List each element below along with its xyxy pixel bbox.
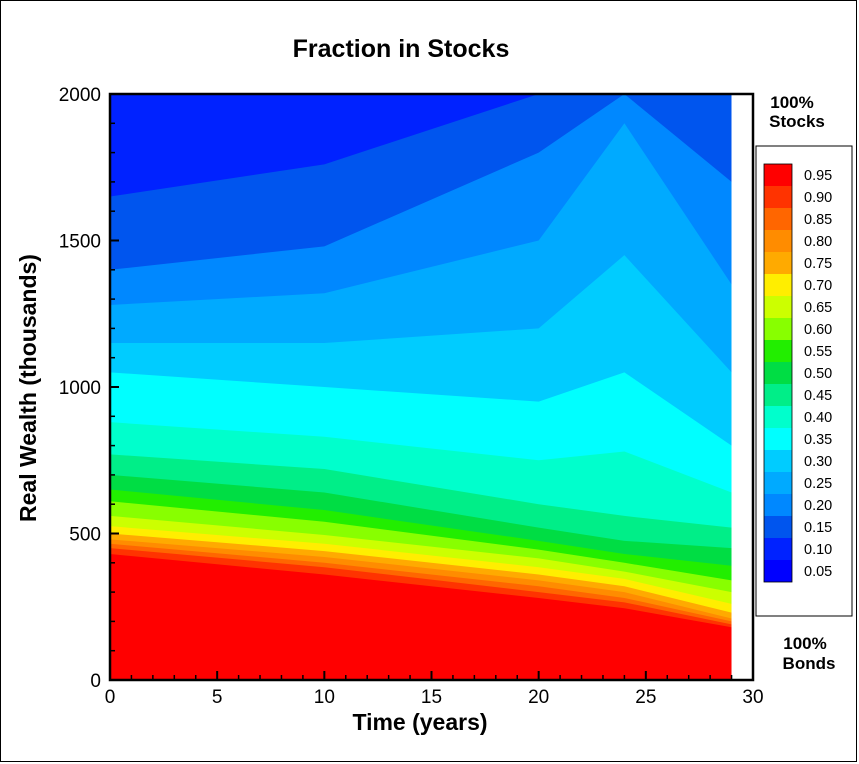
legend-swatch (764, 516, 792, 538)
y-tick-label: 500 (69, 525, 101, 546)
legend-label: 0.25 (804, 476, 832, 492)
legend-label: 0.20 (804, 498, 832, 514)
y-tick-label: 1000 (59, 378, 101, 399)
contour-band-0.95 (110, 554, 732, 680)
legend-swatch (764, 252, 792, 274)
legend-swatch (764, 296, 792, 318)
top-note-line2: Stocks (769, 112, 825, 131)
x-tick-label: 15 (421, 687, 442, 708)
y-tick-label: 0 (90, 671, 101, 692)
legend-swatch (764, 164, 792, 186)
legend-swatch (764, 186, 792, 208)
legend-label: 0.55 (804, 344, 832, 360)
y-tick-label: 2000 (59, 85, 101, 106)
legend-label: 0.50 (804, 366, 832, 382)
axes: 0 5 10 15 20 25 30 0 500 1000 1500 2000 (59, 85, 764, 708)
x-tick-label: 10 (314, 687, 335, 708)
legend-swatch (764, 340, 792, 362)
plot-area (110, 94, 732, 680)
y-tick-label: 1500 (59, 232, 101, 253)
legend-label: 0.80 (804, 234, 832, 250)
legend-label: 0.85 (804, 212, 832, 228)
legend-swatch (764, 406, 792, 428)
legend-label: 0.05 (804, 564, 832, 580)
legend-swatch (764, 472, 792, 494)
legend-swatch (764, 208, 792, 230)
x-axis-label: Time (years) (352, 709, 487, 735)
legend-swatch (764, 318, 792, 340)
legend-label: 0.30 (804, 454, 832, 470)
legend-swatch (764, 560, 792, 582)
legend-label: 0.65 (804, 300, 832, 316)
legend-label: 0.75 (804, 256, 832, 272)
legend-label: 0.10 (804, 542, 832, 558)
legend-swatch (764, 450, 792, 472)
legend-label: 0.60 (804, 322, 832, 338)
legend-swatch (764, 538, 792, 560)
x-tick-label: 30 (742, 687, 763, 708)
color-legend: 0.95 0.90 0.85 0.80 0.75 0.70 0.65 0.60 0.55 0.50… (755, 145, 853, 617)
legend-label: 0.95 (804, 168, 832, 184)
x-tick-label: 20 (528, 687, 549, 708)
plot-unfilled-region (731, 94, 753, 680)
legend-label: 0.15 (804, 520, 832, 536)
legend-swatch-border (763, 163, 793, 583)
legend-swatch (764, 362, 792, 384)
legend-label: 0.90 (804, 190, 832, 206)
legend-swatch (764, 230, 792, 252)
legend-swatch (764, 384, 792, 406)
y-axis-label: Real Wealth (thousands) (15, 254, 41, 522)
top-note-line1: 100% (770, 93, 813, 112)
legend-label: 0.40 (804, 410, 832, 426)
x-tick-label: 5 (212, 687, 223, 708)
chart-title: Fraction in Stocks (293, 35, 510, 63)
legend-swatch (764, 494, 792, 516)
bottom-note-line2: Bonds (783, 654, 836, 673)
legend-label: 0.70 (804, 278, 832, 294)
x-tick-label: 25 (635, 687, 656, 708)
legend-swatch (764, 274, 792, 296)
x-tick-label: 0 (105, 687, 116, 708)
legend-swatch (764, 428, 792, 450)
legend-label: 0.45 (804, 388, 832, 404)
legend-label: 0.35 (804, 432, 832, 448)
bottom-note-line1: 100% (783, 634, 826, 653)
